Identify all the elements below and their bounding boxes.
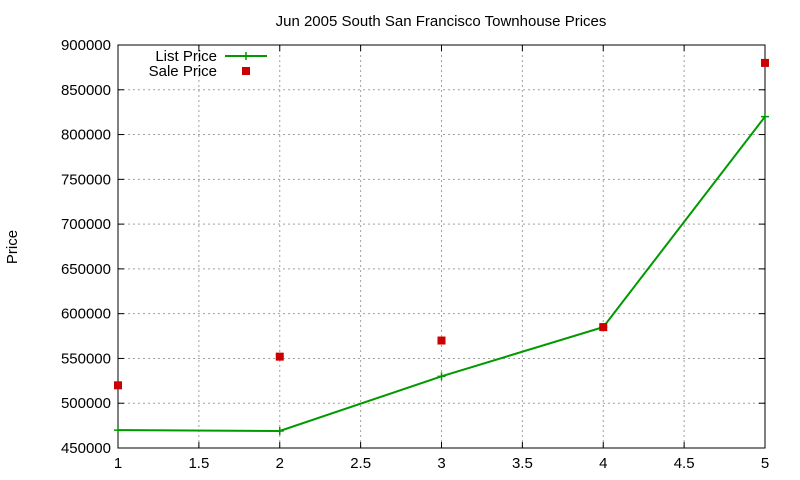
legend-item: Sale Price — [149, 63, 250, 80]
legend-label: Sale Price — [149, 63, 217, 80]
x-tick-label: 3 — [437, 455, 445, 472]
y-tick-label: 900000 — [61, 37, 111, 54]
axis-ticks — [117, 44, 766, 449]
chart-title: Jun 2005 South San Francisco Townhouse P… — [276, 13, 607, 30]
series — [114, 58, 769, 435]
tick-labels: 450000 500000 550000 600000 650000 700000 7500… — [61, 37, 769, 472]
series-line — [117, 116, 766, 432]
data-point — [437, 372, 446, 381]
y-tick-label: 800000 — [61, 127, 111, 144]
y-tick-label: 600000 — [61, 306, 111, 323]
x-tick-label: 1 — [114, 455, 122, 472]
x-tick-label: 2 — [276, 455, 284, 472]
legend-marker — [242, 67, 250, 75]
series-sale-price — [114, 58, 769, 390]
data-point — [275, 426, 284, 435]
data-point — [114, 381, 122, 390]
data-point — [761, 112, 769, 121]
data-point — [599, 323, 608, 332]
x-tick-label: 2.5 — [350, 455, 371, 472]
y-tick-label: 850000 — [61, 82, 111, 99]
y-tick-label: 700000 — [61, 216, 111, 233]
y-tick-label: 550000 — [61, 350, 111, 367]
x-tick-label: 3.5 — [512, 455, 533, 472]
x-tick-label: 1.5 — [188, 455, 209, 472]
x-tick-label: 4 — [599, 455, 607, 472]
y-tick-label: 650000 — [61, 261, 111, 278]
data-point — [114, 426, 122, 435]
data-point — [275, 352, 284, 361]
y-tick-label: 450000 — [61, 440, 111, 457]
data-point — [437, 336, 446, 345]
legend-label: List Price — [155, 48, 217, 65]
legend-item: List Price — [155, 48, 267, 65]
y-axis-label: Price — [4, 230, 21, 264]
legend-marker — [242, 52, 250, 60]
y-tick-label: 750000 — [61, 171, 111, 188]
data-point — [761, 58, 769, 67]
y-tick-label: 500000 — [61, 395, 111, 412]
x-tick-label: 4.5 — [674, 455, 695, 472]
grid — [118, 45, 765, 448]
x-tick-label: 5 — [761, 455, 769, 472]
